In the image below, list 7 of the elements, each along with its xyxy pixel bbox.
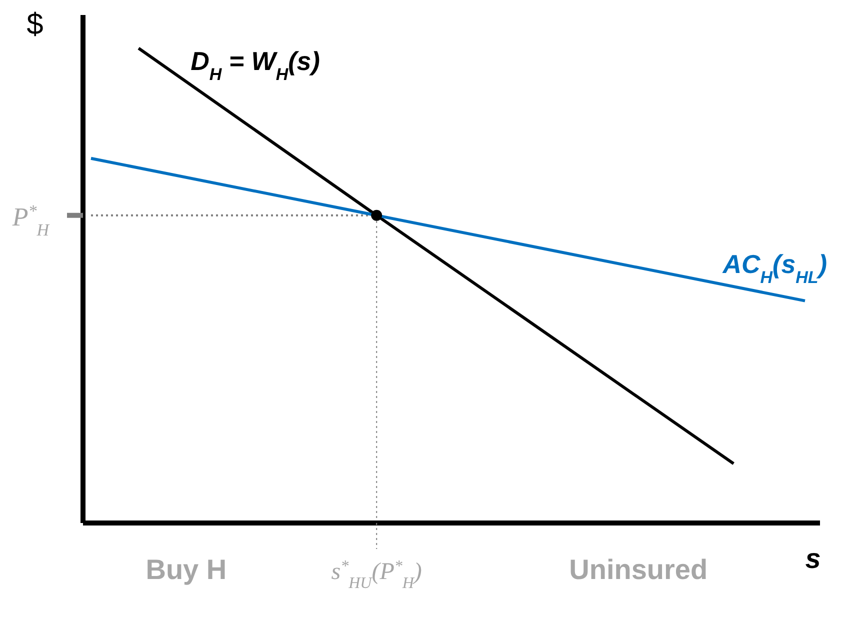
y-axis-title: $ — [26, 8, 44, 41]
series-label: AC$_{H}$(s$_{HL}$) — [722, 248, 827, 286]
x-tick-label: s$^{*}$$_{HU}$(P$^{*}$$_{H}$) — [331, 558, 422, 592]
x-tick-label: Uninsured — [569, 554, 708, 585]
series-label: D$_{H}$ = W$_{H}$(s) — [190, 46, 320, 84]
x-axis-title: s — [805, 543, 821, 574]
x-tick-label: Buy H — [146, 554, 227, 585]
